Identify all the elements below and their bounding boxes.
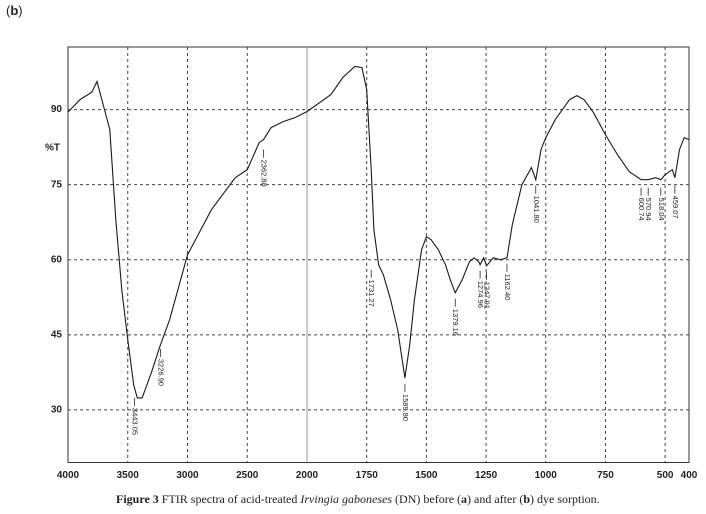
spectrum-line: [67, 65, 690, 399]
x-tick-label: 1500: [415, 470, 438, 481]
annotation-label: 1379.16: [451, 309, 460, 336]
annotation-label: 1274.96: [476, 281, 485, 308]
x-tick-label: 3500: [117, 470, 140, 481]
x-tick-label: 4000: [57, 470, 80, 481]
caption-part: Figure 3: [116, 492, 159, 506]
plot-frame: [67, 46, 690, 463]
x-tick-label: 2000: [296, 470, 319, 481]
panel-label-part: b: [10, 3, 18, 18]
caption-part: FTIR spectra of acid-treated: [159, 492, 301, 506]
annotation-label: 3226.90: [156, 359, 165, 386]
caption-part: b: [523, 492, 530, 506]
caption: Figure 3 FTIR spectra of acid-treated Ir…: [116, 492, 600, 506]
x-tick-label: 2500: [236, 470, 259, 481]
annotation-label: 1041.80: [532, 196, 541, 223]
caption-part: a: [461, 492, 467, 506]
annotation-label: 459.07: [671, 196, 680, 219]
panel-label-part: (: [6, 3, 11, 18]
annotation-label: 518.04: [657, 198, 666, 221]
y-tick-label: 75: [51, 179, 63, 190]
annotation-label: 1247.91: [483, 282, 492, 309]
annotation-label: 3443.05: [131, 408, 140, 435]
caption-part: ) and after (: [467, 492, 523, 506]
annotation-label: 570.94: [644, 198, 653, 221]
y-tick-label: 60: [51, 254, 63, 265]
annotation-label: 1162.40: [503, 274, 512, 301]
caption-part: ) dye sorption.: [530, 492, 600, 506]
annotation-label: 2362.88: [260, 160, 269, 187]
x-tick-label: 3000: [176, 470, 199, 481]
y-tick-label: 45: [51, 329, 63, 340]
caption-part: Irvingia gaboneses: [299, 492, 392, 506]
x-tick-label: 1000: [535, 470, 558, 481]
x-tick-label: 400: [681, 470, 698, 481]
y-tick-label: 30: [51, 405, 63, 416]
annotation-label: 600.74: [637, 198, 646, 221]
x-tick-label: 500: [657, 470, 674, 481]
panel-label-part: ): [18, 3, 22, 18]
annotation-label: 1589.80: [401, 394, 410, 421]
x-tick-label: 750: [597, 470, 614, 481]
y-tick-label: 90: [51, 104, 63, 115]
x-tick-label: 1250: [475, 470, 498, 481]
annotation-label: 1731.27: [367, 280, 376, 307]
caption-part: (DN) before (: [392, 492, 461, 506]
panel-label: (b): [6, 3, 23, 18]
x-tick-label: 1750: [356, 470, 379, 481]
y-axis-label: %T: [45, 143, 60, 154]
